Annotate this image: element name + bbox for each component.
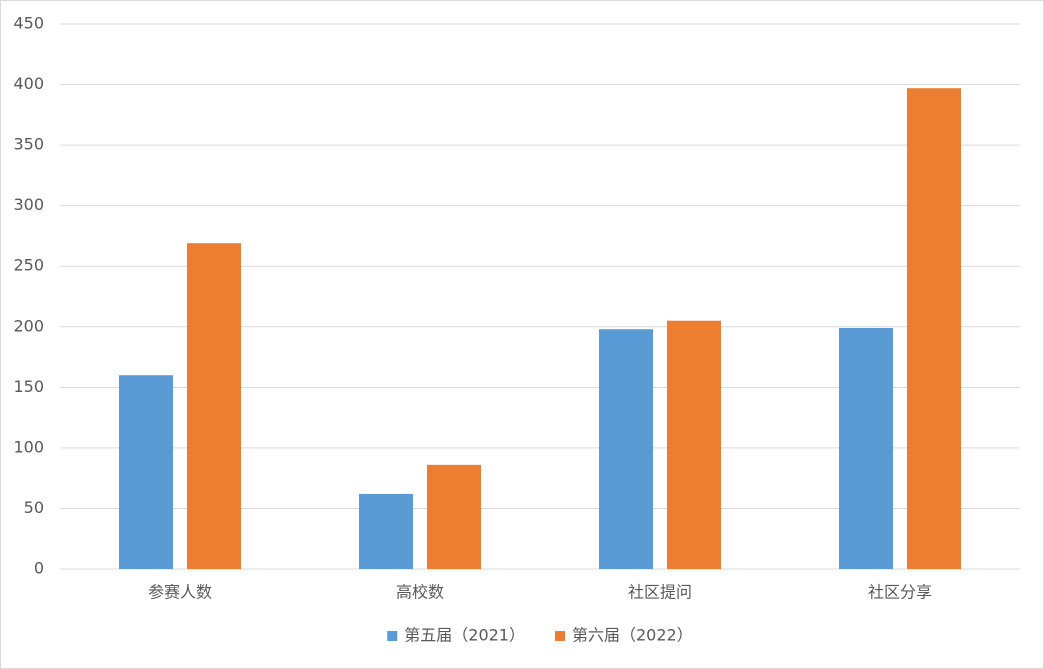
x-tick-label: 社区分享 [868,583,932,602]
bar [427,464,481,569]
x-tick-label: 高校数 [396,583,444,602]
legend-label: 第六届（2022） [572,626,693,645]
y-tick-label: 0 [34,559,44,578]
y-tick-label: 350 [13,135,44,154]
bar [359,493,413,569]
x-tick-label: 参赛人数 [148,583,212,602]
y-tick-label: 450 [13,14,44,33]
legend-label: 第五届（2021） [404,626,525,645]
y-tick-label: 300 [13,195,44,214]
y-tick-label: 150 [13,377,44,396]
y-tick-label: 250 [13,256,44,275]
x-tick-label: 社区提问 [628,583,692,602]
y-tick-label: 400 [13,74,44,93]
bar [119,375,173,569]
bar [907,88,961,569]
bar [667,320,721,569]
y-tick-label: 200 [13,316,44,335]
legend-swatch [387,631,398,641]
bar [599,329,653,569]
bar [187,243,241,569]
legend-swatch [555,631,565,641]
y-tick-label: 100 [13,437,44,456]
y-tick-label: 50 [24,498,44,517]
bar [839,327,893,569]
